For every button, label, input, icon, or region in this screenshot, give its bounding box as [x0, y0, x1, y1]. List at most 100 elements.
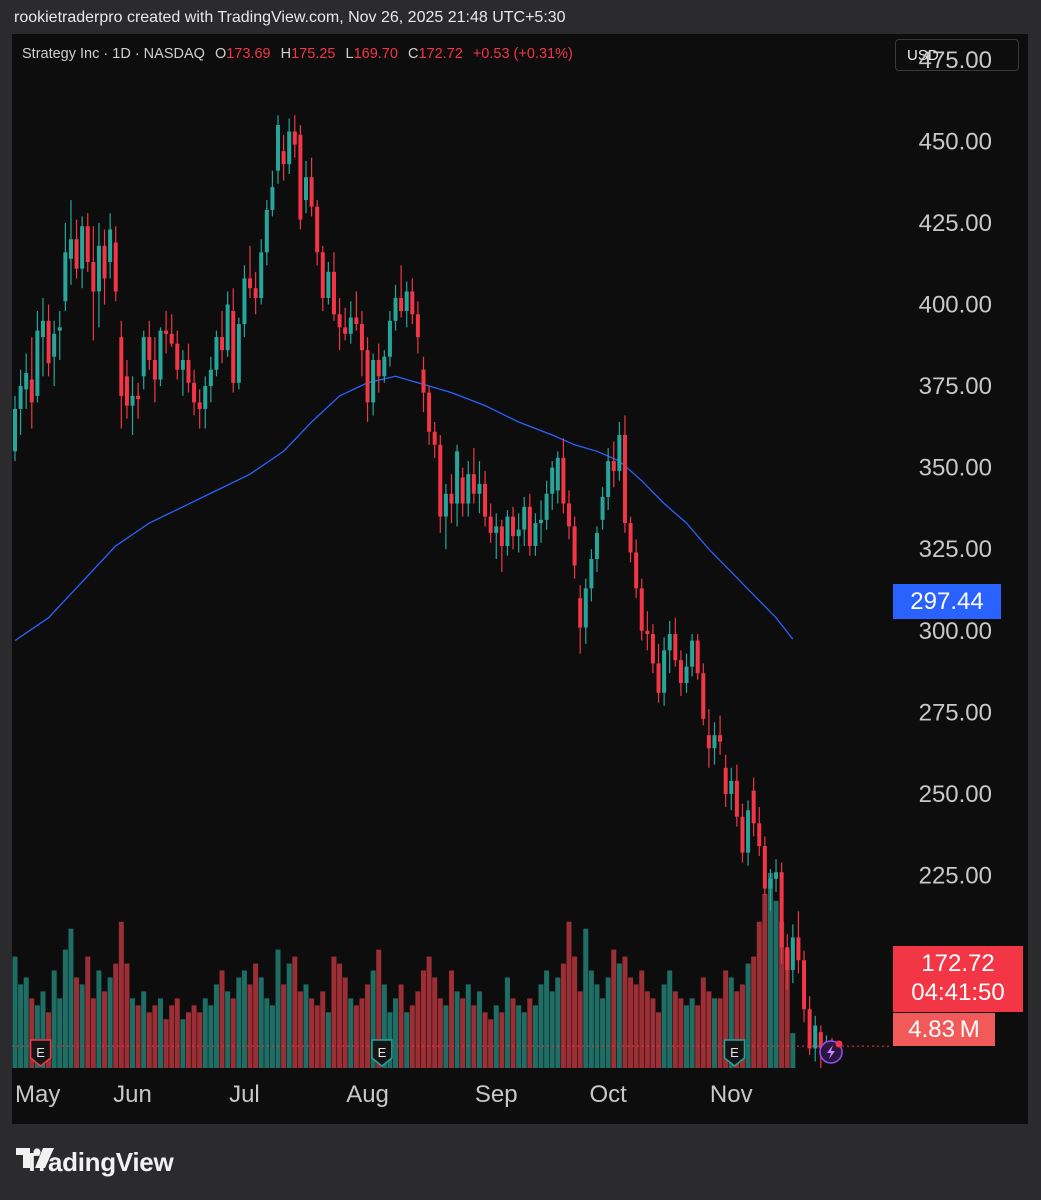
candle — [678, 650, 683, 697]
candle — [734, 764, 739, 827]
volume-bar — [107, 977, 113, 1068]
candle-body — [203, 386, 208, 409]
candle-body — [52, 333, 57, 357]
candle — [192, 369, 197, 416]
candle — [197, 389, 202, 429]
candle-body — [628, 523, 633, 553]
close-value: 172.72 — [418, 46, 463, 62]
candle-body — [13, 408, 17, 452]
candle — [656, 643, 661, 703]
candle — [606, 448, 611, 511]
volume-bar — [767, 873, 773, 1068]
candle — [494, 513, 499, 559]
candle-body — [706, 735, 711, 749]
volume-bar — [174, 998, 180, 1068]
candle-body — [438, 444, 443, 517]
candle — [13, 395, 17, 462]
candle-body — [561, 457, 566, 504]
price-tick-label: 225.00 — [919, 862, 992, 889]
candle-body — [298, 134, 303, 220]
candle — [359, 311, 364, 377]
time-axis: May Jun Jul Aug Sep Oct Nov — [15, 1081, 753, 1108]
candle-body — [309, 177, 314, 207]
candle-body — [522, 506, 527, 530]
candle-body — [410, 291, 415, 315]
candle — [483, 470, 488, 527]
candle — [119, 320, 124, 429]
candle — [331, 252, 336, 321]
candle — [220, 311, 225, 364]
candle-body — [762, 846, 767, 889]
moving-average-price-tag: 297.44 — [893, 584, 1001, 619]
candle — [695, 634, 700, 680]
volume-bar — [18, 984, 24, 1068]
candle-body — [477, 483, 482, 494]
candle — [768, 868, 773, 912]
volume-bar — [700, 977, 706, 1068]
candle-body — [729, 780, 734, 794]
candle-body — [220, 337, 225, 351]
volume-bar — [208, 1005, 214, 1068]
candle-body — [460, 477, 465, 504]
candle-body — [432, 431, 437, 445]
candle-body — [589, 559, 594, 589]
candle-body — [494, 526, 499, 533]
candle-body — [108, 229, 113, 263]
currency-selector[interactable]: USD — [895, 39, 1019, 71]
candle — [281, 134, 286, 181]
candle-body — [102, 245, 107, 279]
volume-bar — [236, 977, 242, 1068]
candle-body — [443, 493, 448, 517]
candle — [46, 304, 51, 377]
candle — [85, 213, 90, 272]
earnings-event-icon: E — [371, 1039, 393, 1067]
candle-body — [85, 226, 90, 263]
candle — [488, 503, 493, 543]
candle — [270, 170, 275, 217]
candle — [466, 461, 471, 517]
volume-bar — [443, 1005, 449, 1068]
volume-bar — [717, 998, 723, 1068]
candle — [751, 777, 756, 837]
tradingview-logo[interactable]: TradingView — [16, 1146, 174, 1178]
candle-body — [796, 937, 801, 961]
candle — [634, 539, 639, 599]
volume-bar — [297, 991, 303, 1068]
candle-body — [684, 666, 689, 683]
candle — [354, 291, 359, 331]
candle-body — [68, 239, 73, 259]
candle — [264, 200, 269, 266]
candle-body — [527, 506, 532, 546]
candles — [13, 115, 834, 1068]
volume-bar — [157, 998, 163, 1068]
candle-body — [718, 735, 723, 742]
chart-caption: rookietraderpro created with TradingView… — [14, 9, 566, 26]
candle — [74, 219, 79, 279]
price-chart[interactable]: 475.00 450.00 425.00 400.00 375.00 350.00 325.… — [12, 34, 1028, 1124]
candle-body — [639, 588, 644, 631]
candle — [684, 653, 689, 693]
volume-bar — [409, 1005, 415, 1068]
volume-bar — [309, 998, 315, 1068]
candle-body — [813, 1025, 818, 1049]
tradingview-logo-icon — [16, 1148, 54, 1168]
candle — [387, 311, 392, 367]
last-price-tag: 172.72 04:41:50 — [893, 946, 1023, 1012]
candle — [63, 222, 68, 312]
candle-body — [281, 151, 286, 165]
chart-panel[interactable]: Strategy Inc · 1D · NASDAQ O173.69 H175.… — [12, 34, 1028, 1124]
volume-bar — [672, 991, 678, 1068]
volume-bar — [337, 963, 343, 1068]
candle-body — [264, 209, 269, 253]
time-tick-label: Aug — [346, 1081, 389, 1108]
volume-bar — [734, 991, 740, 1068]
candle — [18, 369, 23, 436]
candle — [102, 229, 107, 305]
volume-bar — [225, 991, 231, 1068]
candle-body — [303, 177, 308, 201]
candle — [628, 516, 633, 563]
price-axis: 475.00 450.00 425.00 400.00 375.00 350.00 325.… — [919, 47, 992, 971]
price-tick-label: 275.00 — [919, 699, 992, 726]
candle — [650, 624, 655, 674]
candle — [415, 301, 420, 354]
